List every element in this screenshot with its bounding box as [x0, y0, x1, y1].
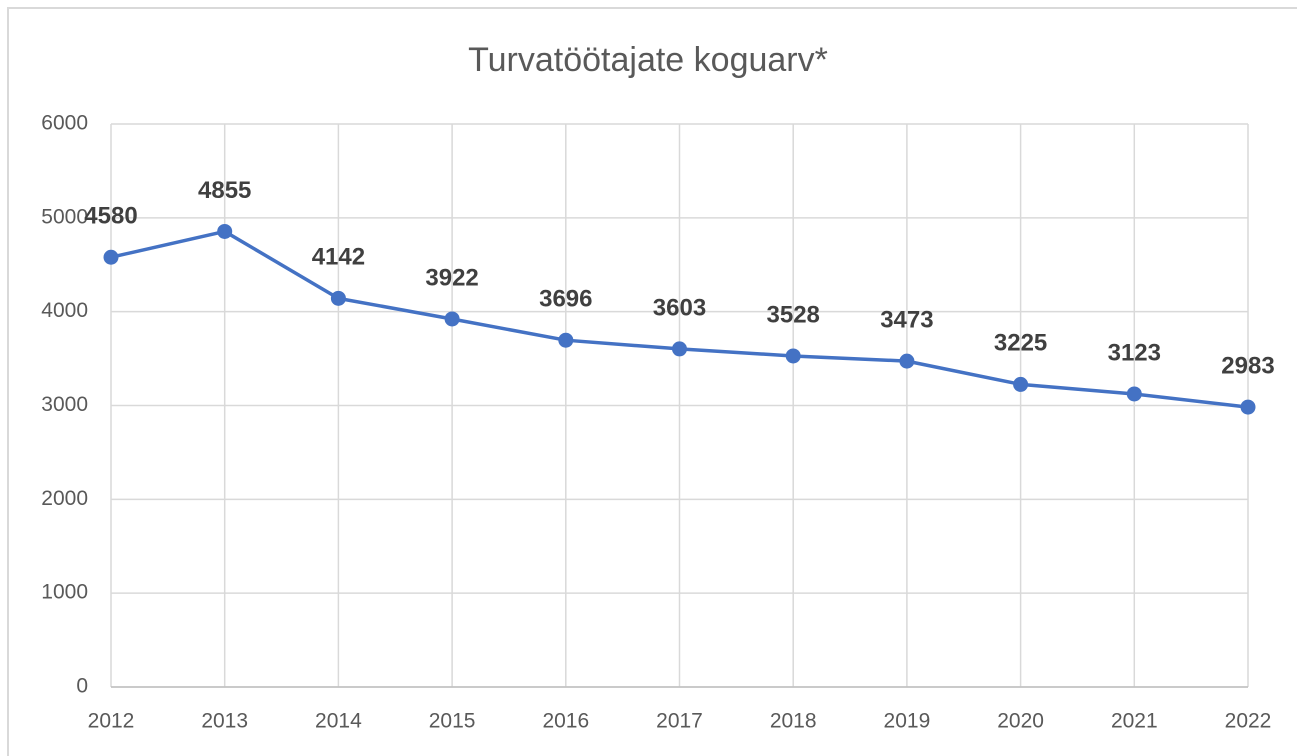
x-tick-label: 2012: [88, 710, 135, 733]
y-tick-label: 6000: [41, 112, 88, 135]
x-tick-label: 2017: [656, 710, 703, 733]
marker: [785, 348, 801, 364]
marker: [899, 353, 915, 369]
x-tick-label: 2021: [1111, 710, 1158, 733]
y-tick-label: 5000: [41, 205, 88, 228]
marker: [672, 341, 687, 357]
x-tick-label: 2020: [997, 710, 1044, 733]
marker: [217, 223, 233, 239]
chart-title: Turvatöötajate koguarv*: [468, 41, 828, 79]
x-tick-label: 2014: [315, 710, 362, 733]
data-label: 3473: [880, 306, 933, 333]
marker: [103, 249, 119, 265]
chart-frame: [7, 7, 1297, 756]
x-tick-label: 2018: [770, 710, 817, 733]
data-label: 3922: [425, 264, 478, 291]
y-tick-label: 2000: [41, 487, 88, 510]
marker: [558, 332, 574, 348]
marker: [1126, 386, 1142, 402]
x-tick-label: 2016: [542, 710, 589, 733]
data-label: 3528: [767, 301, 820, 328]
data-label: 4855: [198, 177, 251, 204]
data-label: 3225: [994, 330, 1047, 357]
y-tick-label: 1000: [41, 581, 88, 604]
y-tick-label: 3000: [41, 393, 88, 416]
x-tick-label: 2013: [201, 710, 248, 733]
marker: [1013, 376, 1029, 392]
data-label: 3696: [539, 286, 592, 313]
data-label: 4142: [312, 244, 365, 271]
y-tick-label: 4000: [41, 299, 88, 322]
x-tick-label: 2022: [1225, 710, 1272, 733]
marker: [444, 311, 460, 327]
x-tick-label: 2015: [429, 710, 476, 733]
data-label: 2983: [1221, 352, 1274, 379]
data-label: 3603: [653, 294, 706, 321]
data-label: 4580: [84, 203, 137, 230]
marker: [330, 290, 346, 306]
x-tick-label: 2019: [884, 710, 931, 733]
y-tick-label: 0: [76, 675, 88, 698]
data-label: 3123: [1108, 339, 1161, 366]
marker: [1240, 399, 1256, 415]
